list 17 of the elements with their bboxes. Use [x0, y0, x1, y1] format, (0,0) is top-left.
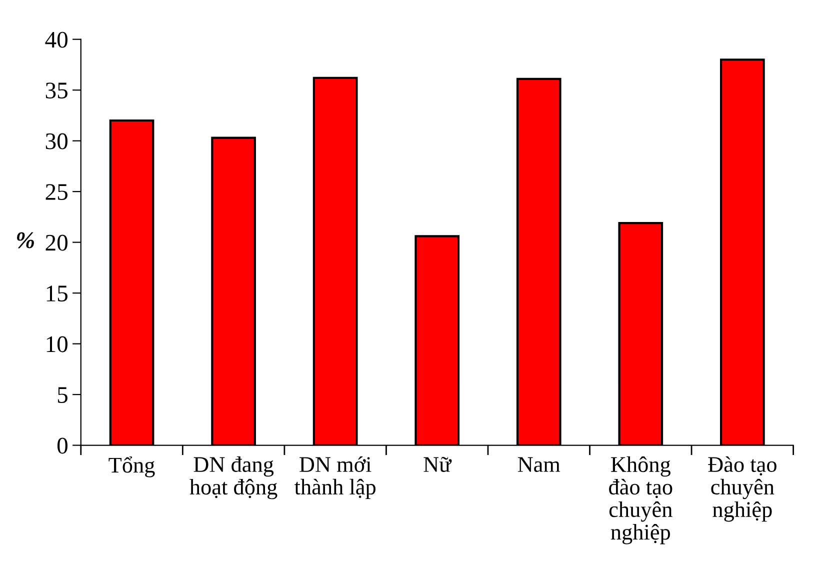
x-tick-label: Tổng	[108, 456, 155, 478]
y-tick-label: 40	[45, 32, 68, 48]
y-tick-label: 35	[46, 82, 68, 98]
x-tick-label: DN đang hoạt động	[190, 456, 278, 500]
y-tick-label: 5	[58, 387, 68, 403]
x-tick-label: Nam	[518, 457, 560, 472]
y-tick-label: 25	[46, 184, 68, 200]
y-tick-label: 0	[57, 438, 68, 454]
x-tick-label: DN mới thành lập	[294, 456, 376, 500]
y-tick-label: 15	[46, 286, 68, 302]
y-tick-label: 20	[46, 234, 68, 251]
x-tick-label: Nữ	[424, 456, 452, 472]
y-axis-title: %	[17, 232, 34, 248]
x-tick-label: Không đào tạo chuyên nghiệp	[609, 456, 672, 544]
y-tick-label: 10	[46, 336, 68, 352]
x-tick-label: Đào tạo chuyên nghiệp	[708, 456, 776, 522]
y-tick-label: 30	[46, 133, 68, 150]
